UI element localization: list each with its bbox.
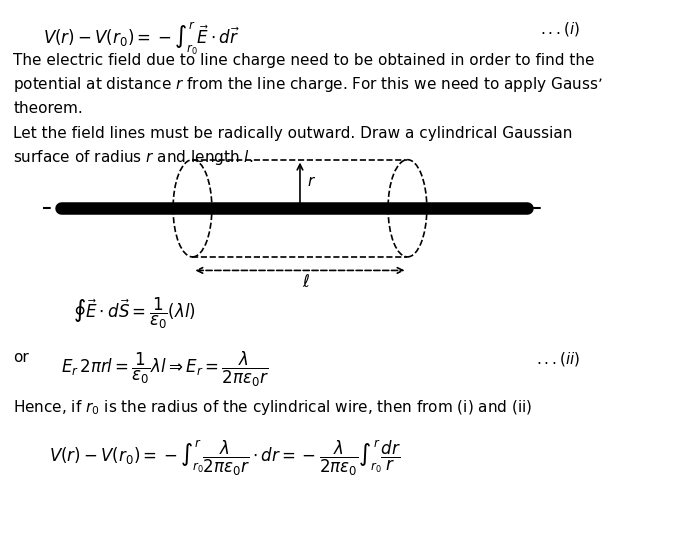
- Text: $...(ii)$: $...(ii)$: [536, 350, 581, 368]
- Text: or: or: [14, 350, 29, 365]
- Text: $\ell$: $\ell$: [302, 273, 310, 291]
- Text: Let the field lines must be radically outward. Draw a cylindrical Gaussian
surfa: Let the field lines must be radically ou…: [14, 125, 573, 167]
- Text: $E_r\,2\pi rl=\dfrac{1}{\varepsilon_0}\lambda l\Rightarrow E_r=\dfrac{\lambda}{2: $E_r\,2\pi rl=\dfrac{1}{\varepsilon_0}\l…: [61, 350, 269, 389]
- Text: $r$: $r$: [307, 174, 316, 189]
- Text: $V(r)-V(r_0)=-\int_{r_0}^{r}\dfrac{\lambda}{2\pi\varepsilon_0 r}\cdot dr=-\dfrac: $V(r)-V(r_0)=-\int_{r_0}^{r}\dfrac{\lamb…: [49, 439, 402, 478]
- Text: Hence, if $r_0$ is the radius of the cylindrical wire, then from (i) and (ii): Hence, if $r_0$ is the radius of the cyl…: [14, 399, 533, 418]
- Text: $\oint\vec{E}\cdot d\vec{S}=\dfrac{1}{\varepsilon_0}(\lambda l)$: $\oint\vec{E}\cdot d\vec{S}=\dfrac{1}{\v…: [73, 296, 196, 331]
- Text: The electric field due to line charge need to be obtained in order to find the
p: The electric field due to line charge ne…: [14, 53, 603, 116]
- Text: $...(i)$: $...(i)$: [540, 20, 581, 39]
- Text: $V(r)-V(r_0)=-\int_{r_0}^{r}\vec{E}\cdot d\vec{r}$: $V(r)-V(r_0)=-\int_{r_0}^{r}\vec{E}\cdot…: [43, 20, 240, 57]
